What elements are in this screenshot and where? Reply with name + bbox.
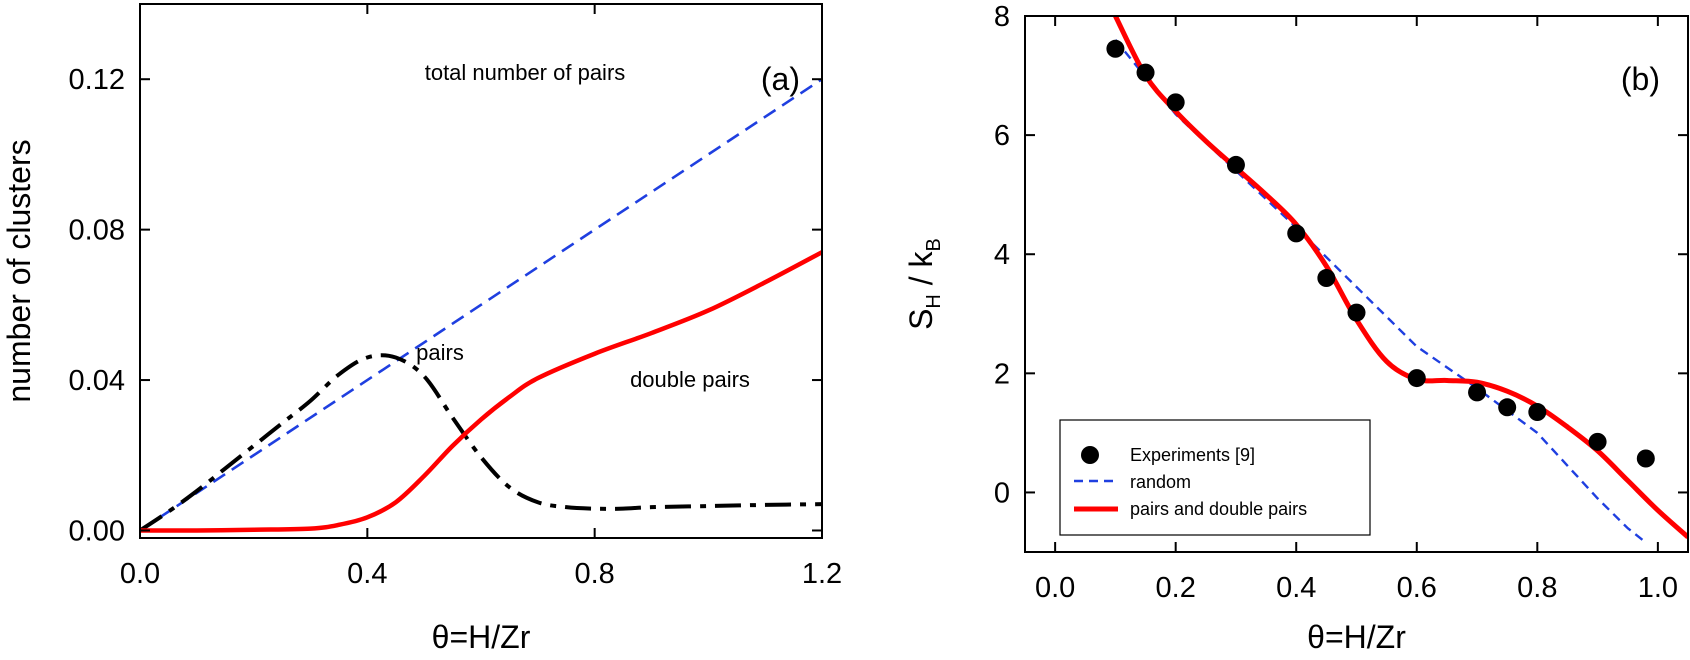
ylabel-sub-h: H xyxy=(923,294,945,308)
legend-marker-experiments xyxy=(1081,446,1099,464)
panel-b-y-tick-label: 4 xyxy=(994,239,1010,271)
experiment-point xyxy=(1498,398,1517,417)
legend-box xyxy=(1059,419,1371,536)
panel-b-y-tick-label: 8 xyxy=(994,1,1010,33)
panel-b-y-axis-title: SH / kB xyxy=(903,238,945,330)
experiment-point xyxy=(1528,403,1547,422)
panel-a-y-tick-label: 0.12 xyxy=(69,64,125,96)
panel-a-y-axis-title: number of clusters xyxy=(1,139,37,402)
legend-label-experiments: Experiments [9] xyxy=(1130,445,1255,465)
panel-a-series-double-pairs xyxy=(140,250,822,533)
panel-b: 0.0 0.2 0.4 0.6 0.8 1.0 0 2 4 6 8 SH / kB θ=H/Zr (… xyxy=(903,1,1689,655)
panel-a-y-tick-label: 0.04 xyxy=(69,365,125,397)
experiment-point xyxy=(1636,449,1655,468)
panel-b-y-tick-label: 6 xyxy=(994,120,1010,152)
panel-b-x-axis-title: θ=H/Zr xyxy=(1307,619,1406,655)
panel-a-ticks: 0.0 0.4 0.8 1.2 0.00 0.04 0.08 0.12 xyxy=(69,4,842,590)
ylabel-sub-b: B xyxy=(923,238,945,251)
panel-b-legend: Experiments [9] random pairs and double … xyxy=(1059,419,1371,536)
experiment-point xyxy=(1407,369,1426,388)
experiment-point xyxy=(1106,39,1125,58)
panel-a-x-tick-label: 0.0 xyxy=(120,558,160,590)
panel-a-frame xyxy=(139,3,823,539)
panel-a-x-tick-label: 0.4 xyxy=(347,558,387,590)
panel-a-x-tick-label: 1.2 xyxy=(802,558,842,590)
panel-b-x-tick-label: 0.6 xyxy=(1397,572,1437,604)
panel-b-ticks: 0.0 0.2 0.4 0.6 0.8 1.0 0 2 4 6 8 xyxy=(994,1,1688,604)
panel-b-x-tick-label: 0.8 xyxy=(1517,572,1557,604)
panel-a-series-total-number-of-pairs xyxy=(140,78,822,532)
panel-b-y-tick-label: 2 xyxy=(994,358,1010,390)
panel-a-y-tick-label: 0.00 xyxy=(69,515,125,547)
ylabel-s: S xyxy=(903,309,939,330)
panel-a-y-tick-label: 0.08 xyxy=(69,215,125,247)
legend-label-pairs-and-double-pairs: pairs and double pairs xyxy=(1130,499,1307,519)
panel-b-series-random xyxy=(1114,39,1644,542)
annotation-pairs: pairs xyxy=(416,340,464,365)
panel-b-frame xyxy=(1024,15,1689,553)
experiment-point xyxy=(1166,93,1185,112)
experiment-point xyxy=(1317,269,1336,288)
panel-a-label: (a) xyxy=(761,61,800,97)
panel-a-x-tick-label: 0.8 xyxy=(575,558,615,590)
panel-b-y-tick-label: 0 xyxy=(994,477,1010,509)
experiment-point xyxy=(1136,63,1155,82)
experiment-point xyxy=(1226,155,1245,174)
panel-b-series xyxy=(1106,16,1688,542)
panel-a-x-axis-title: θ=H/Zr xyxy=(432,619,531,655)
experiment-point xyxy=(1588,432,1607,451)
panel-a-series-pairs xyxy=(140,353,822,533)
panel-b-x-tick-label: 0.4 xyxy=(1276,572,1316,604)
annotation-total-number-of-pairs: total number of pairs xyxy=(425,60,626,85)
panel-a: 0.0 0.4 0.8 1.2 0.00 0.04 0.08 0.12 number of c… xyxy=(1,3,842,655)
panel-b-x-tick-label: 0.0 xyxy=(1035,572,1075,604)
experiment-point xyxy=(1287,224,1306,243)
panel-b-label: (b) xyxy=(1621,61,1660,97)
panel-b-x-tick-label: 1.0 xyxy=(1638,572,1678,604)
experiment-point xyxy=(1468,383,1487,402)
panel-a-series xyxy=(140,78,822,533)
experiment-point xyxy=(1347,303,1366,322)
legend-label-random: random xyxy=(1130,472,1191,492)
annotation-double-pairs: double pairs xyxy=(630,367,750,392)
panel-b-x-tick-label: 0.2 xyxy=(1156,572,1196,604)
ylabel-slash-k: / k xyxy=(903,250,939,294)
